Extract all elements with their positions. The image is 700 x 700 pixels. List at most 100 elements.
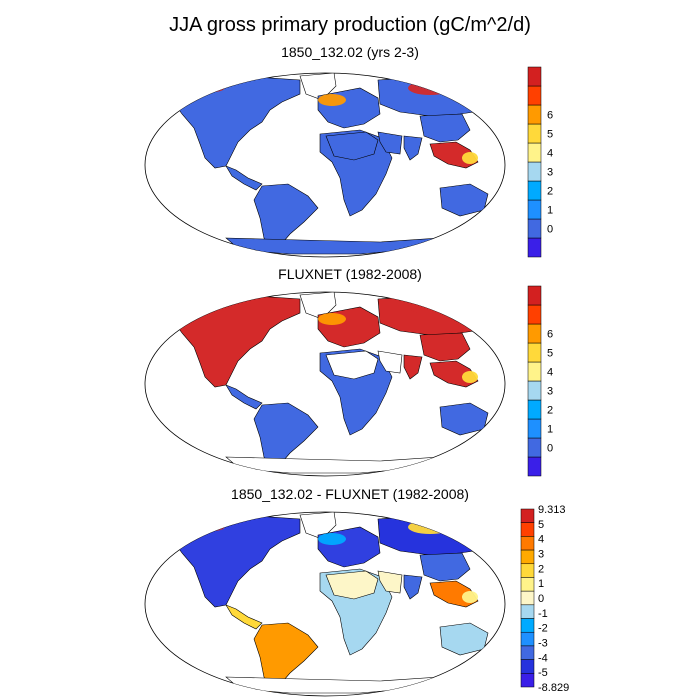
colorbar-tick-label: -2 (538, 623, 548, 635)
colorbar-segment (520, 522, 535, 537)
colorbar-tick-label: 1 (547, 424, 553, 436)
colorbar-tick-label: 6 (547, 329, 553, 341)
region-sahara (325, 350, 379, 380)
colorbar-segment (527, 237, 542, 258)
colorbar-tick-label: 5 (547, 129, 553, 141)
colorbar-tick-label: 6 (547, 110, 553, 122)
colorbar-segment (527, 399, 542, 420)
colorbar-segment (520, 577, 535, 592)
colorbar-segment (527, 456, 542, 477)
colorbar-tick-label: 1 (547, 205, 553, 217)
region-greenland (299, 73, 337, 101)
hotspot-1 (202, 299, 226, 311)
colorbar-tick-label: -4 (538, 652, 548, 664)
hotspot-1 (202, 519, 226, 531)
hotspot-3 (318, 533, 346, 545)
panel-2-title: FLUXNET (1982-2008) (278, 266, 422, 282)
colorbar-segment (527, 180, 542, 201)
colorbar-tick-label: 4 (538, 534, 544, 546)
colorbar-segment (527, 199, 542, 220)
colorbar-tick-label: 0 (547, 443, 553, 455)
colorbar-segment (527, 342, 542, 363)
panel-3-title: 1850_132.02 - FLUXNET (1982-2008) (231, 486, 469, 502)
colorbar-tick-label: -5 (538, 667, 548, 679)
colorbar-tick-label: -1 (538, 608, 548, 620)
colorbar-segment (520, 673, 535, 688)
colorbar-tick-label: 3 (547, 167, 553, 179)
region-india (403, 574, 423, 600)
colorbar-segment (527, 361, 542, 382)
region-sahara (325, 131, 379, 161)
region-east-asia (419, 552, 471, 582)
colorbar-tick-label: 4 (547, 367, 553, 379)
colorbar-segment (527, 218, 542, 239)
colorbar-segment (520, 604, 535, 619)
region-siberia (377, 514, 501, 556)
panel-3-map (144, 511, 506, 697)
colorbar-segment (527, 380, 542, 401)
region-central-america (225, 165, 263, 191)
colorbar-tick-label: 2 (547, 405, 553, 417)
colorbar-segment (520, 549, 535, 565)
region-siberia (377, 294, 501, 336)
colorbar-tick-label: 0 (538, 593, 544, 605)
region-arabia (377, 570, 403, 594)
colorbar-segment (527, 304, 542, 325)
colorbar-segment (520, 508, 535, 523)
region-india (403, 354, 423, 380)
colorbar-tick-label: 0 (547, 224, 553, 236)
colorbar-segment (527, 285, 542, 306)
panel-1-colorbar: 0 1 2 3 4 5 6 (527, 66, 553, 258)
colorbar-segment (527, 85, 542, 106)
hotspot-2 (408, 520, 452, 534)
hotspot-4 (462, 371, 478, 383)
region-sahara (325, 570, 379, 600)
region-east-asia (419, 113, 471, 143)
figure-title: JJA gross primary production (gC/m^2/d) (169, 14, 531, 36)
region-india (403, 135, 423, 161)
region-arabia (377, 131, 403, 155)
region-north-america (171, 75, 301, 169)
hotspot-4 (462, 591, 478, 603)
hotspot-4 (462, 152, 478, 164)
colorbar-segment (527, 142, 542, 163)
region-siberia (377, 75, 501, 117)
panel-1-map (144, 72, 506, 258)
colorbar-tick-label: 2 (538, 563, 544, 575)
hotspot-3 (318, 94, 346, 106)
region-north-america (171, 514, 301, 608)
colorbar-segment (520, 631, 535, 647)
colorbar-segment (520, 659, 535, 674)
colorbar-tick-label: 5 (538, 519, 544, 531)
colorbar-tick-label: 2 (547, 186, 553, 198)
colorbar-tick-label: 3 (538, 549, 544, 561)
region-central-america (225, 604, 263, 630)
colorbar-tick-label: 3 (547, 386, 553, 398)
region-greenland (299, 292, 337, 320)
colorbar-segment (527, 123, 542, 144)
region-east-asia (419, 332, 471, 362)
colorbar-segment (520, 536, 535, 551)
hotspot-1 (202, 80, 226, 92)
hotspot-2 (408, 81, 452, 95)
panel-3-colorbar: 9.313 5 4 3 2 1 0 -1 -2 -3 -4 -5 -8.829 (520, 504, 569, 694)
colorbar-tick-label: -3 (538, 638, 548, 650)
panel-1-title: 1850_132.02 (yrs 2-3) (281, 44, 419, 60)
colorbar-tick-label: 5 (547, 348, 553, 360)
colorbar-segment (520, 618, 535, 633)
hotspot-2 (408, 300, 452, 314)
colorbar-tick-label: 9.313 (538, 504, 566, 516)
colorbar-segment (527, 323, 542, 344)
panel-2-map (144, 291, 506, 477)
hotspot-3 (318, 313, 346, 325)
colorbar-tick-label: 1 (538, 578, 544, 590)
colorbar-segment (527, 66, 542, 87)
colorbar-tick-label: 4 (547, 148, 553, 160)
region-central-america (225, 384, 263, 410)
colorbar-segment (520, 645, 535, 660)
colorbar-segment (527, 161, 542, 182)
colorbar-segment (527, 418, 542, 439)
region-arabia (377, 350, 403, 374)
colorbar-segment (527, 437, 542, 458)
region-north-america (171, 294, 301, 388)
